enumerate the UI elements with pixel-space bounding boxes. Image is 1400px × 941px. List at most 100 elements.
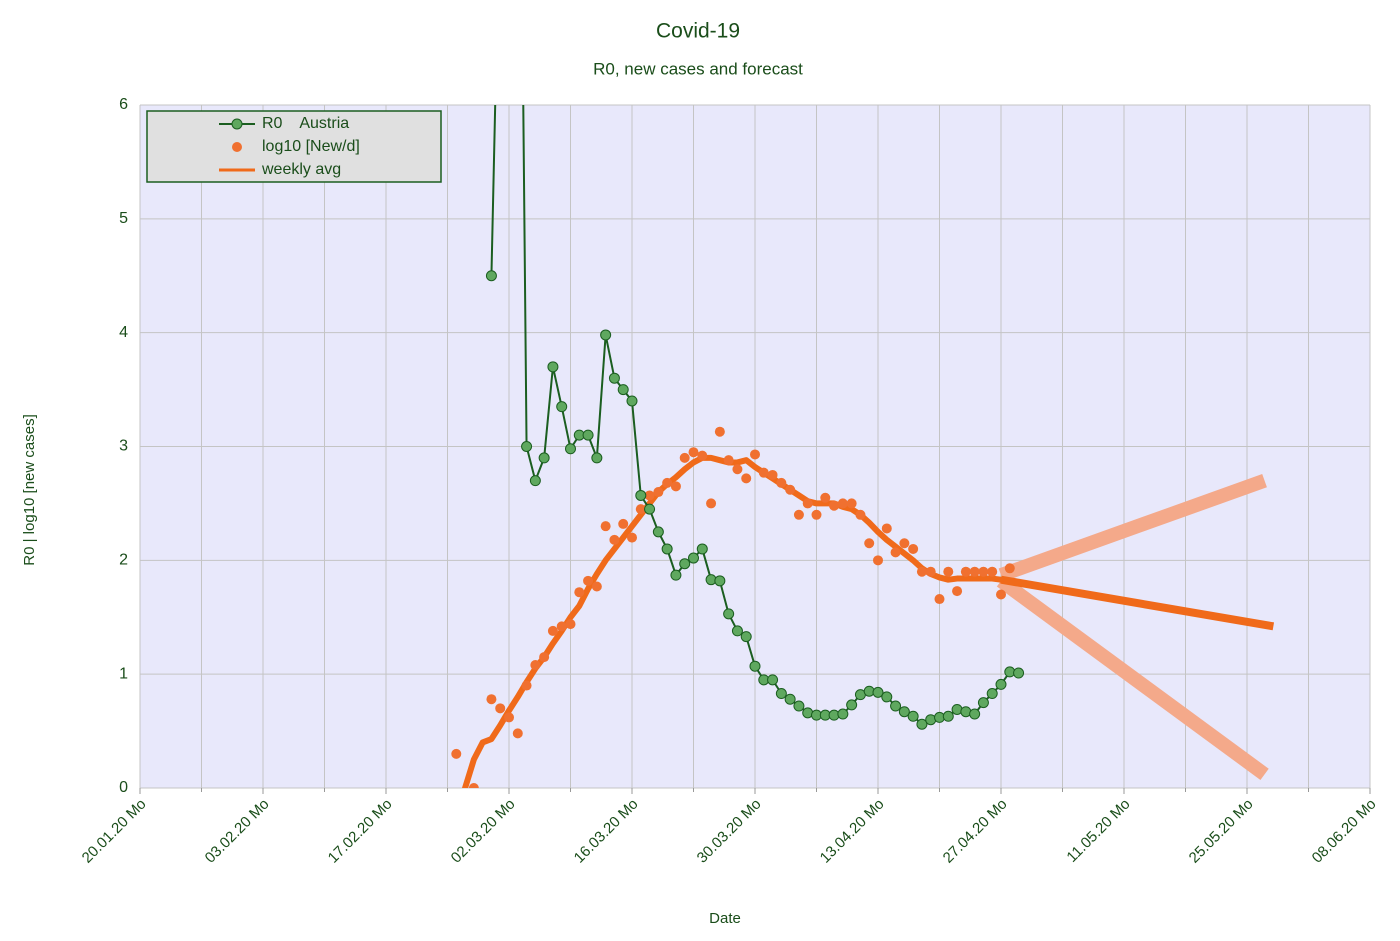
data-point — [732, 464, 743, 475]
data-point — [504, 712, 514, 723]
data-point — [714, 426, 725, 437]
data-point — [495, 703, 506, 714]
data-point — [670, 569, 682, 581]
data-point — [582, 429, 594, 441]
data-point — [898, 706, 910, 718]
data-point — [820, 492, 831, 503]
data-point — [539, 652, 550, 663]
data-point — [530, 660, 541, 671]
legend-label: R0 Austria — [262, 115, 349, 132]
data-point — [977, 697, 989, 709]
x-tick-label: 20.01.20 Mo — [79, 796, 150, 867]
data-point — [916, 566, 927, 577]
data-point — [829, 500, 840, 511]
data-point — [591, 452, 603, 464]
data-point — [521, 680, 532, 691]
data-point — [1013, 667, 1025, 679]
data-point — [793, 700, 805, 712]
data-point — [652, 526, 664, 538]
data-point — [775, 688, 787, 700]
chart-subtitle: R0, new cases and forecast — [593, 59, 803, 78]
data-point — [451, 748, 462, 759]
data-point — [776, 477, 787, 488]
data-point — [750, 449, 760, 460]
data-point — [670, 481, 681, 492]
data-point — [960, 566, 971, 577]
data-point — [661, 543, 673, 555]
data-point — [635, 489, 647, 501]
data-point — [688, 552, 699, 564]
data-point — [767, 674, 779, 686]
data-point — [583, 575, 594, 586]
data-point — [785, 484, 796, 495]
legend-label: log10 [New/d] — [262, 138, 360, 155]
data-point — [855, 509, 866, 520]
data-point — [547, 361, 559, 373]
data-point — [846, 498, 857, 509]
data-point — [986, 688, 998, 700]
data-point — [907, 710, 919, 722]
x-tick-label: 27.04.20 Mo — [940, 796, 1011, 867]
data-point — [529, 475, 541, 487]
data-point — [881, 691, 893, 703]
data-point — [934, 594, 945, 605]
data-point — [969, 566, 980, 577]
data-point — [600, 521, 611, 532]
x-tick-label: 03.02.20 Mo — [202, 796, 273, 867]
data-point — [696, 543, 708, 555]
data-point — [916, 718, 928, 730]
y-axis-label: R0 | log10 [new cases] — [21, 414, 38, 565]
data-point — [952, 586, 963, 597]
data-point — [644, 503, 656, 515]
data-point — [758, 467, 769, 478]
data-point — [767, 469, 778, 480]
data-point — [547, 625, 558, 636]
data-point — [617, 384, 629, 396]
data-point — [837, 708, 849, 720]
y-tick-label: 5 — [119, 210, 128, 227]
data-point — [802, 498, 813, 509]
data-point — [881, 523, 892, 534]
data-point — [512, 728, 523, 739]
y-tick-label: 2 — [119, 552, 128, 569]
data-point — [749, 660, 761, 672]
data-point — [486, 694, 497, 705]
y-tick-label: 4 — [119, 324, 128, 341]
data-point — [995, 678, 1007, 690]
x-tick-label: 13.04.20 Mo — [817, 796, 888, 867]
data-point — [485, 270, 497, 282]
data-point — [969, 708, 981, 720]
x-tick-label: 30.03.20 Mo — [694, 796, 765, 867]
data-point — [846, 699, 858, 711]
series-line — [996, 575, 1269, 780]
x-tick-label: 02.03.20 Mo — [448, 796, 519, 867]
data-point — [688, 447, 699, 458]
data-point — [697, 450, 708, 461]
grid — [139, 104, 1371, 789]
data-point — [740, 631, 752, 643]
data-point — [811, 509, 822, 520]
data-point — [626, 395, 638, 407]
data-point — [723, 455, 734, 466]
data-point — [872, 686, 884, 698]
data-point — [864, 538, 875, 549]
legend-marker — [232, 142, 242, 152]
data-point — [890, 547, 901, 558]
data-point — [731, 625, 743, 637]
x-tick-label: 16.03.20 Mo — [571, 796, 642, 867]
data-point — [618, 518, 629, 529]
data-point — [996, 589, 1006, 600]
data-point — [521, 441, 533, 452]
data-point — [899, 538, 910, 549]
x-tick-label: 25.05.20 Mo — [1186, 796, 1257, 867]
legend: R0 Austria log10 [New/d] weekly avg — [146, 110, 442, 183]
data-point — [714, 575, 726, 587]
data-point — [679, 452, 690, 463]
data-point — [556, 401, 568, 413]
data-point — [468, 783, 479, 788]
data-point — [925, 566, 936, 577]
data-point — [987, 566, 998, 577]
data-point — [837, 498, 848, 509]
y-tick-label: 1 — [119, 665, 128, 682]
